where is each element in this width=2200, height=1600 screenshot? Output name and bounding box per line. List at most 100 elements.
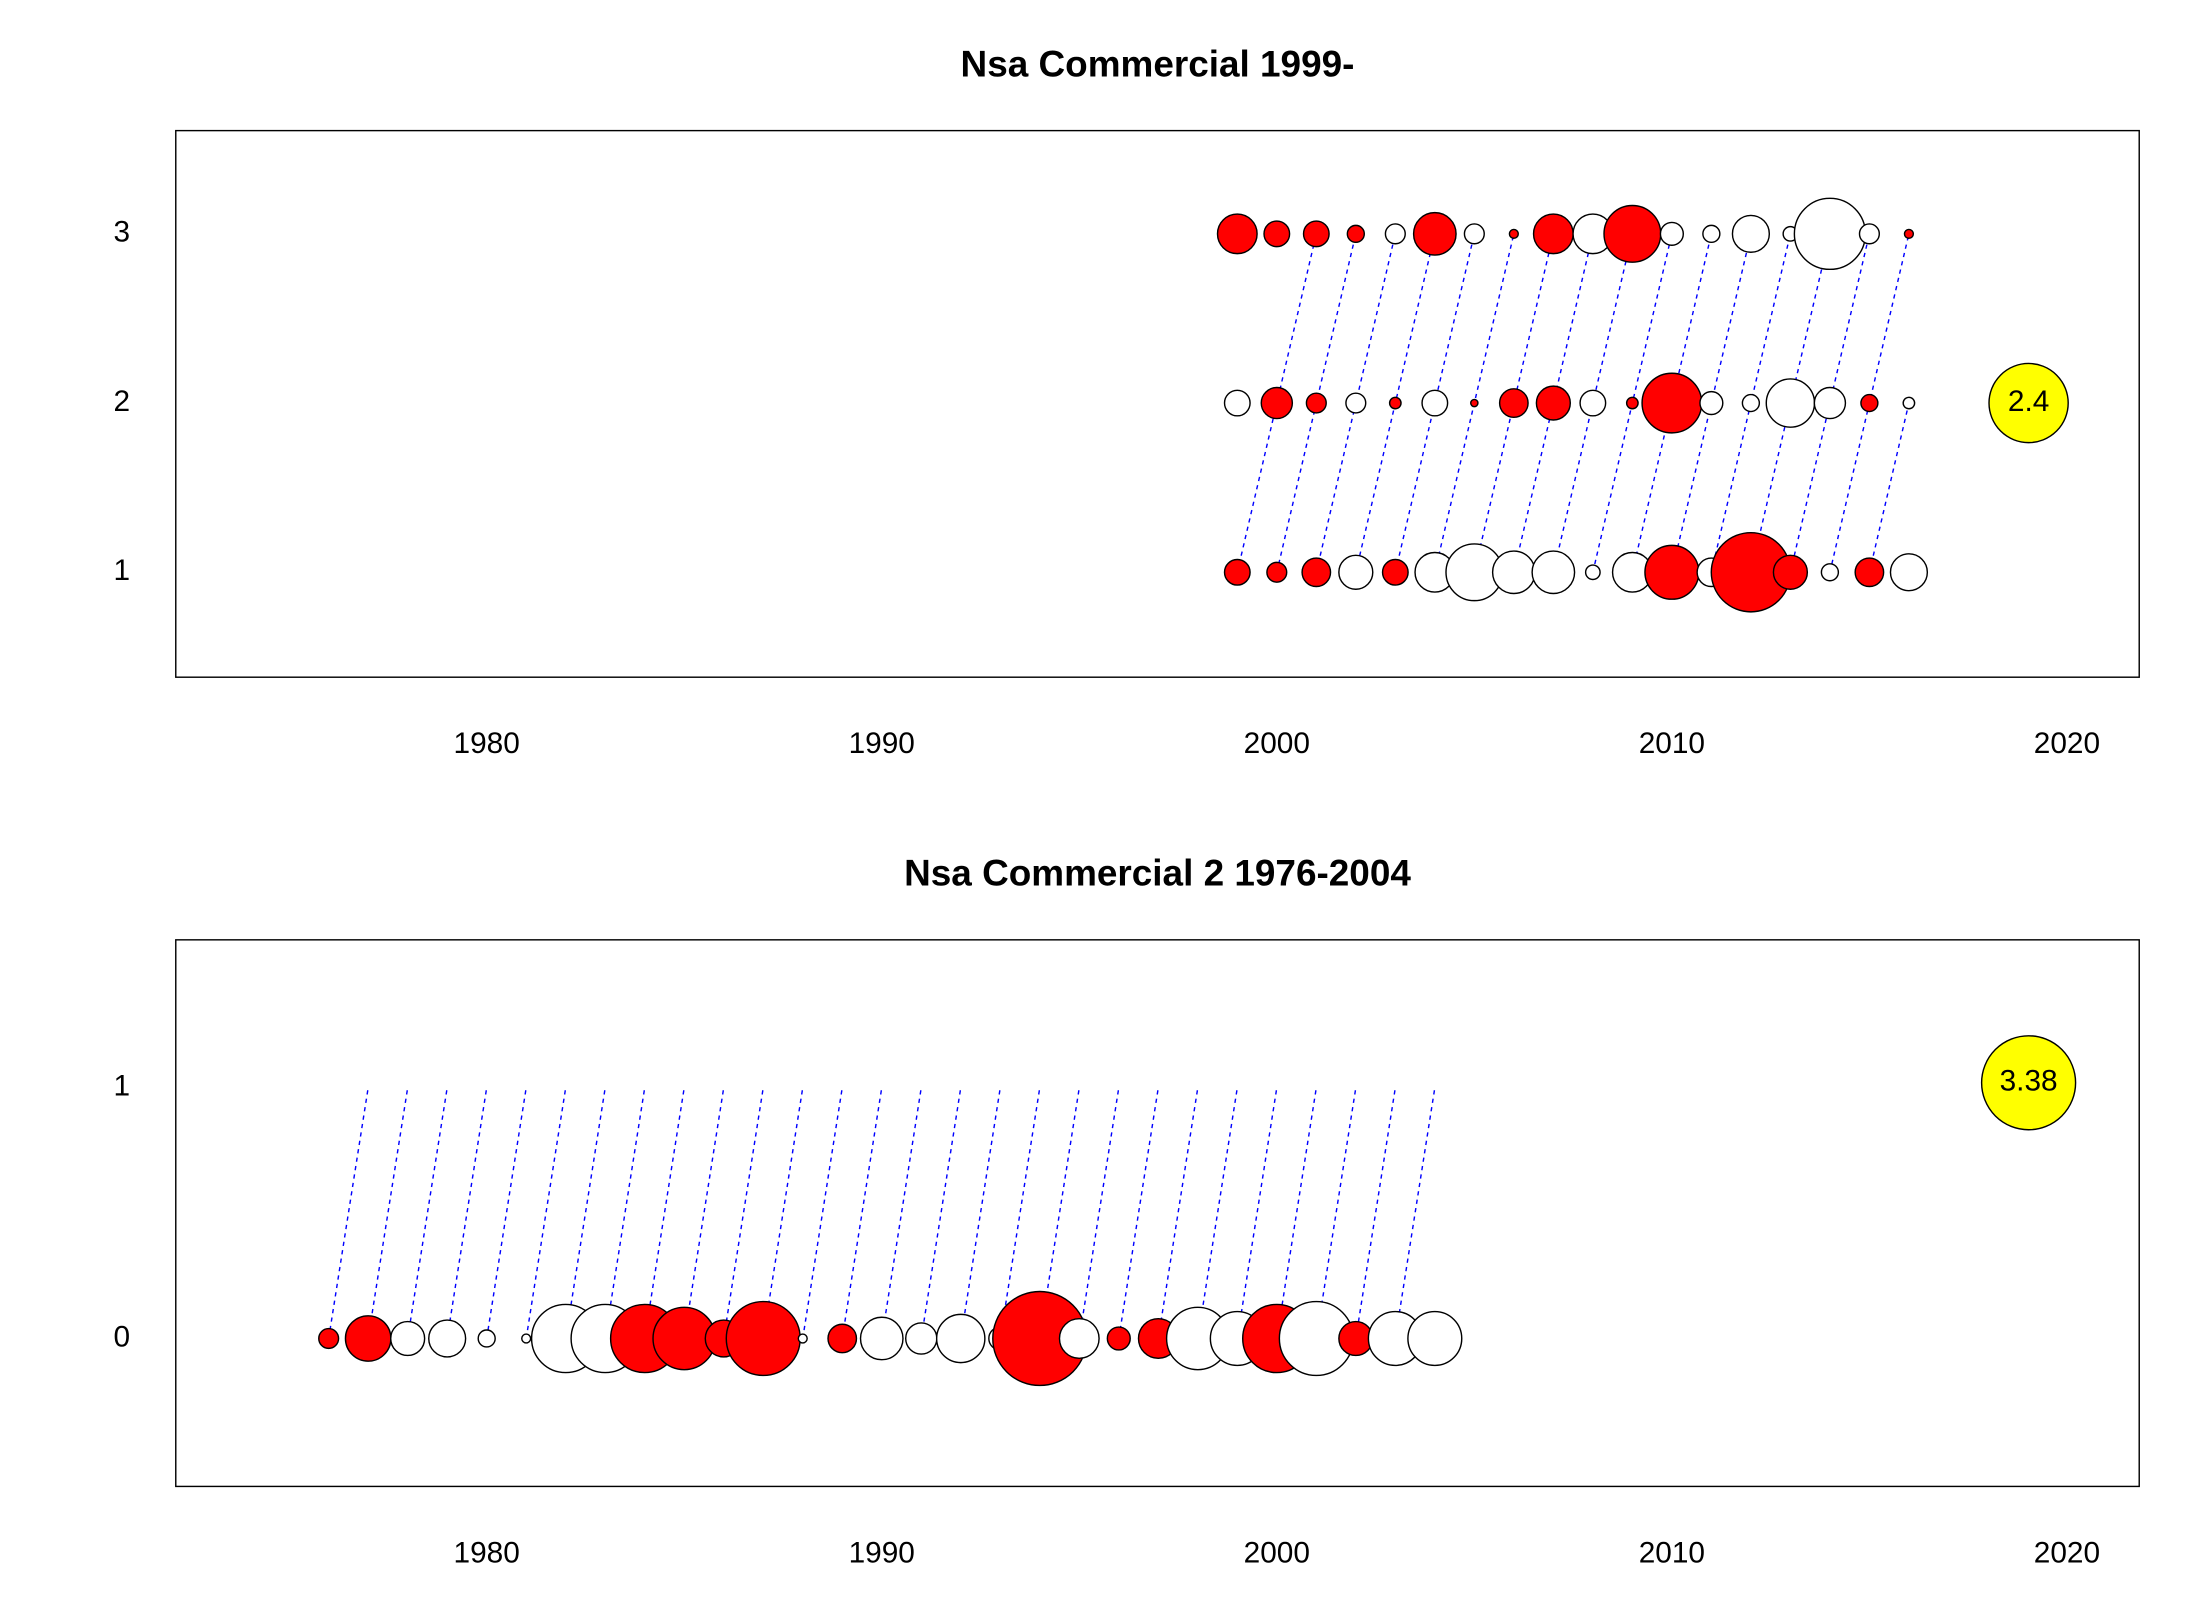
bubble	[1532, 213, 1574, 255]
cohort-line	[762, 1087, 804, 1339]
cohort-line	[367, 1087, 409, 1339]
bubble	[1820, 563, 1840, 582]
bubble	[1263, 220, 1291, 248]
bubble	[1741, 393, 1761, 413]
bubble	[344, 1315, 392, 1362]
cohort-line	[920, 1087, 962, 1339]
cohort-line	[446, 1087, 488, 1339]
bubble	[1338, 1320, 1374, 1357]
cohort-line	[1315, 1087, 1357, 1339]
cohort-line	[406, 1087, 448, 1339]
plot-frame	[175, 129, 2140, 678]
bubble	[1388, 396, 1402, 410]
bubble	[1470, 398, 1479, 408]
bubble	[1491, 550, 1536, 595]
y-tick-label: 0	[114, 1320, 131, 1353]
bubble	[1903, 228, 1915, 239]
bubble	[1216, 213, 1258, 255]
bubble	[1223, 558, 1251, 586]
bubble	[318, 1327, 340, 1350]
cohort-line	[1355, 1087, 1397, 1339]
cohort-line	[1118, 1087, 1159, 1339]
bubble	[859, 1316, 904, 1361]
x-tick-label: 2020	[2034, 1536, 2100, 1569]
cohort-line	[960, 1087, 1001, 1339]
cohort-line	[485, 1087, 527, 1339]
cohort-line	[564, 1087, 606, 1339]
bubble	[1860, 393, 1879, 413]
y-tick-label: 2	[114, 385, 131, 418]
bubble	[1699, 390, 1724, 416]
bubble	[1889, 553, 1929, 592]
x-tick-label: 2010	[1639, 727, 1705, 760]
bubble	[1659, 221, 1685, 246]
x-tick-label: 1980	[454, 1536, 520, 1569]
x-tick-label: 2000	[1244, 727, 1310, 760]
bubble	[1813, 386, 1847, 420]
bubble	[1266, 561, 1288, 583]
bubble	[1305, 392, 1327, 414]
bubble	[1106, 1326, 1131, 1351]
bubble	[521, 1333, 532, 1344]
cohort-line	[723, 1087, 764, 1339]
bubble	[1731, 214, 1771, 253]
bubble	[1407, 1310, 1463, 1367]
cohort-line	[881, 1087, 922, 1339]
y-tick-label: 3	[114, 216, 131, 249]
bubble	[1644, 544, 1700, 600]
bubble	[904, 1322, 938, 1355]
chart-title: Nsa Commercial 1999-	[961, 43, 1355, 84]
x-tick-label: 2020	[2034, 727, 2100, 760]
cohort-line	[525, 1087, 567, 1339]
bubble	[1579, 389, 1607, 417]
cohort-line	[604, 1087, 646, 1339]
x-tick-label: 2000	[1244, 1536, 1310, 1569]
cohort-line	[644, 1087, 685, 1339]
bubble	[1765, 378, 1816, 428]
cohort-line	[1868, 402, 1910, 573]
cohort-line	[1157, 1087, 1199, 1339]
plot-frame	[175, 939, 2140, 1488]
bubble	[1412, 211, 1457, 256]
bubble	[1345, 392, 1367, 414]
bubble	[1223, 389, 1251, 417]
max-bubble-label: 2.4	[2008, 385, 2049, 418]
bubble	[428, 1319, 467, 1358]
cohort-line	[1197, 1087, 1239, 1339]
x-tick-label: 1990	[849, 727, 915, 760]
bubble	[1260, 386, 1294, 420]
bubble	[1058, 1317, 1100, 1359]
bubble	[1702, 224, 1721, 244]
max-bubble-label: 3.38	[2000, 1065, 2058, 1098]
cohort-line	[1236, 1087, 1278, 1339]
bubble	[390, 1320, 426, 1357]
bubble	[1498, 388, 1529, 418]
cohort-line	[1078, 1087, 1120, 1339]
bubble	[1584, 564, 1601, 581]
bubble	[935, 1313, 986, 1364]
bubble	[1463, 223, 1485, 245]
x-tick-label: 1980	[454, 727, 520, 760]
bubble	[1535, 385, 1572, 421]
bubble	[1641, 372, 1703, 434]
bubble	[1902, 396, 1916, 410]
bubble	[1531, 550, 1576, 595]
bubble	[1381, 558, 1409, 586]
bubble	[1384, 223, 1406, 245]
cohort-line	[1394, 1087, 1436, 1339]
bubble	[1508, 228, 1519, 239]
bubble	[827, 1323, 858, 1354]
bubble	[797, 1333, 808, 1344]
bubble	[725, 1300, 801, 1377]
bubble	[1421, 389, 1449, 417]
max-bubble	[1988, 362, 2069, 444]
x-tick-label: 1990	[849, 1536, 915, 1569]
bubble	[477, 1329, 496, 1348]
bubble	[1793, 197, 1867, 271]
x-tick-label: 2010	[1639, 1536, 1705, 1569]
bubble	[1603, 204, 1662, 263]
y-tick-label: 1	[114, 554, 131, 587]
bubble	[1854, 557, 1885, 588]
cohort-line	[1276, 1087, 1318, 1339]
